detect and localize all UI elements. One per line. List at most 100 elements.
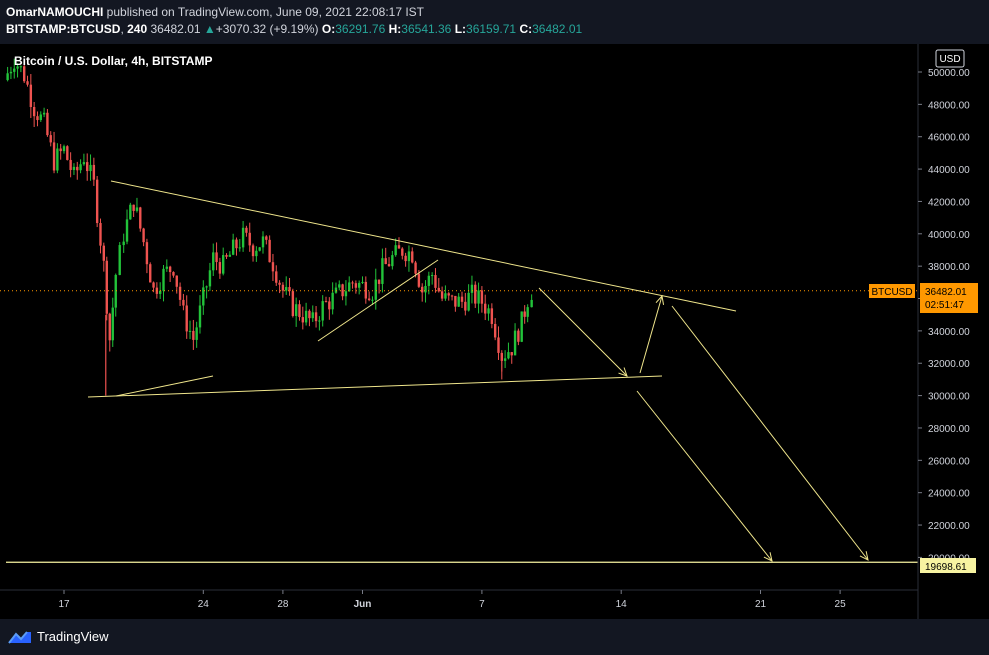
projection-arrow-up[interactable]: [639, 294, 665, 374]
candle-up[interactable]: [198, 305, 202, 328]
candle-up[interactable]: [114, 274, 117, 308]
candle-up[interactable]: [430, 275, 434, 277]
candle-down[interactable]: [308, 310, 311, 319]
candle-down[interactable]: [464, 301, 467, 311]
candle-down[interactable]: [175, 275, 178, 287]
candle-down[interactable]: [281, 284, 285, 291]
candle-down[interactable]: [440, 291, 444, 299]
candle-up[interactable]: [331, 292, 334, 310]
candle-up[interactable]: [424, 285, 427, 293]
candle-up[interactable]: [16, 66, 19, 69]
candle-up[interactable]: [348, 282, 351, 292]
plot-area[interactable]: [0, 58, 918, 563]
candle-up[interactable]: [371, 299, 374, 301]
candle-down[interactable]: [251, 245, 255, 257]
projection-arrow-target-1[interactable]: [636, 390, 773, 562]
candle-up[interactable]: [457, 296, 460, 307]
candle-up[interactable]: [202, 287, 205, 306]
candle-up[interactable]: [158, 290, 162, 294]
candle-down[interactable]: [271, 262, 275, 272]
candle-up[interactable]: [338, 284, 341, 288]
candle-up[interactable]: [318, 320, 321, 322]
candle-up[interactable]: [212, 252, 215, 271]
candle-down[interactable]: [92, 164, 96, 180]
candle-up[interactable]: [122, 241, 125, 246]
candle-up[interactable]: [261, 236, 265, 248]
currency-button[interactable]: USD: [935, 49, 965, 68]
candle-up[interactable]: [507, 352, 510, 359]
candle-down[interactable]: [152, 282, 155, 288]
candle-up[interactable]: [228, 254, 232, 257]
time-axis[interactable]: 17 24 28 Jun 7 14 21 25: [58, 590, 846, 610]
candle-down[interactable]: [288, 287, 291, 292]
candle-up[interactable]: [407, 251, 411, 262]
candle-up[interactable]: [374, 279, 377, 300]
candle-up[interactable]: [391, 255, 394, 267]
candle-down[interactable]: [105, 260, 108, 314]
price-chart[interactable]: 50000.00 48000.00 46000.00 44000.00 42000.00…: [0, 44, 989, 619]
small-support-line[interactable]: [115, 375, 214, 397]
candle-up[interactable]: [195, 327, 198, 340]
candle-down[interactable]: [102, 245, 105, 261]
candle-up[interactable]: [381, 258, 384, 284]
candle-down[interactable]: [387, 264, 391, 267]
candle-down[interactable]: [23, 66, 26, 82]
candle-down[interactable]: [354, 283, 358, 288]
tradingview-brand[interactable]: TradingView: [8, 629, 109, 644]
candle-down[interactable]: [328, 301, 331, 310]
candle-down[interactable]: [324, 301, 328, 303]
candle-down[interactable]: [235, 239, 238, 249]
candle-down[interactable]: [397, 245, 401, 249]
candle-up[interactable]: [526, 307, 529, 317]
candle-up[interactable]: [188, 330, 192, 332]
candle-up[interactable]: [520, 311, 523, 342]
candle-down[interactable]: [437, 287, 440, 292]
candle-down[interactable]: [291, 291, 295, 316]
candle-up[interactable]: [470, 284, 474, 293]
candle-up[interactable]: [311, 312, 314, 319]
candle-up[interactable]: [444, 293, 447, 299]
candle-down[interactable]: [52, 142, 56, 171]
candle-up[interactable]: [111, 307, 114, 341]
candle-down[interactable]: [29, 84, 33, 108]
candle-up[interactable]: [13, 68, 16, 72]
candle-up[interactable]: [503, 358, 507, 361]
candle-down[interactable]: [139, 207, 142, 229]
candle-down[interactable]: [248, 232, 251, 246]
candle-down[interactable]: [178, 286, 182, 300]
candle-down[interactable]: [95, 179, 99, 224]
candle-down[interactable]: [417, 273, 421, 287]
candle-down[interactable]: [268, 239, 271, 263]
candle-down[interactable]: [108, 313, 111, 341]
candle-down[interactable]: [460, 296, 464, 302]
symbol-name[interactable]: BITSTAMP:BTCUSD: [6, 22, 121, 36]
candle-down[interactable]: [367, 298, 371, 301]
candle-up[interactable]: [467, 292, 470, 311]
candle-down[interactable]: [474, 284, 477, 304]
candle-down[interactable]: [132, 204, 135, 211]
candle-up[interactable]: [82, 162, 86, 165]
candle-up[interactable]: [118, 245, 121, 275]
candle-up[interactable]: [344, 291, 348, 297]
candle-down[interactable]: [225, 255, 228, 257]
author-name[interactable]: OmarNAMOUCHI: [6, 5, 104, 19]
candle-down[interactable]: [36, 116, 39, 121]
projection-arrow-target-2[interactable]: [671, 305, 869, 561]
candle-down[interactable]: [185, 305, 188, 332]
candle-down[interactable]: [66, 146, 69, 160]
candle-down[interactable]: [523, 311, 526, 317]
candle-down[interactable]: [265, 236, 268, 240]
candle-up[interactable]: [135, 207, 139, 211]
candle-down[interactable]: [401, 248, 404, 256]
candle-up[interactable]: [162, 268, 165, 291]
rising-channel-line[interactable]: [317, 259, 439, 342]
candle-down[interactable]: [182, 299, 185, 306]
candle-down[interactable]: [351, 282, 354, 284]
candle-up[interactable]: [89, 164, 92, 172]
candle-down[interactable]: [414, 262, 417, 274]
candle-down[interactable]: [298, 304, 301, 318]
candle-up[interactable]: [165, 266, 169, 269]
candle-up[interactable]: [72, 166, 76, 170]
candle-up[interactable]: [530, 299, 533, 308]
candle-down[interactable]: [145, 242, 149, 265]
